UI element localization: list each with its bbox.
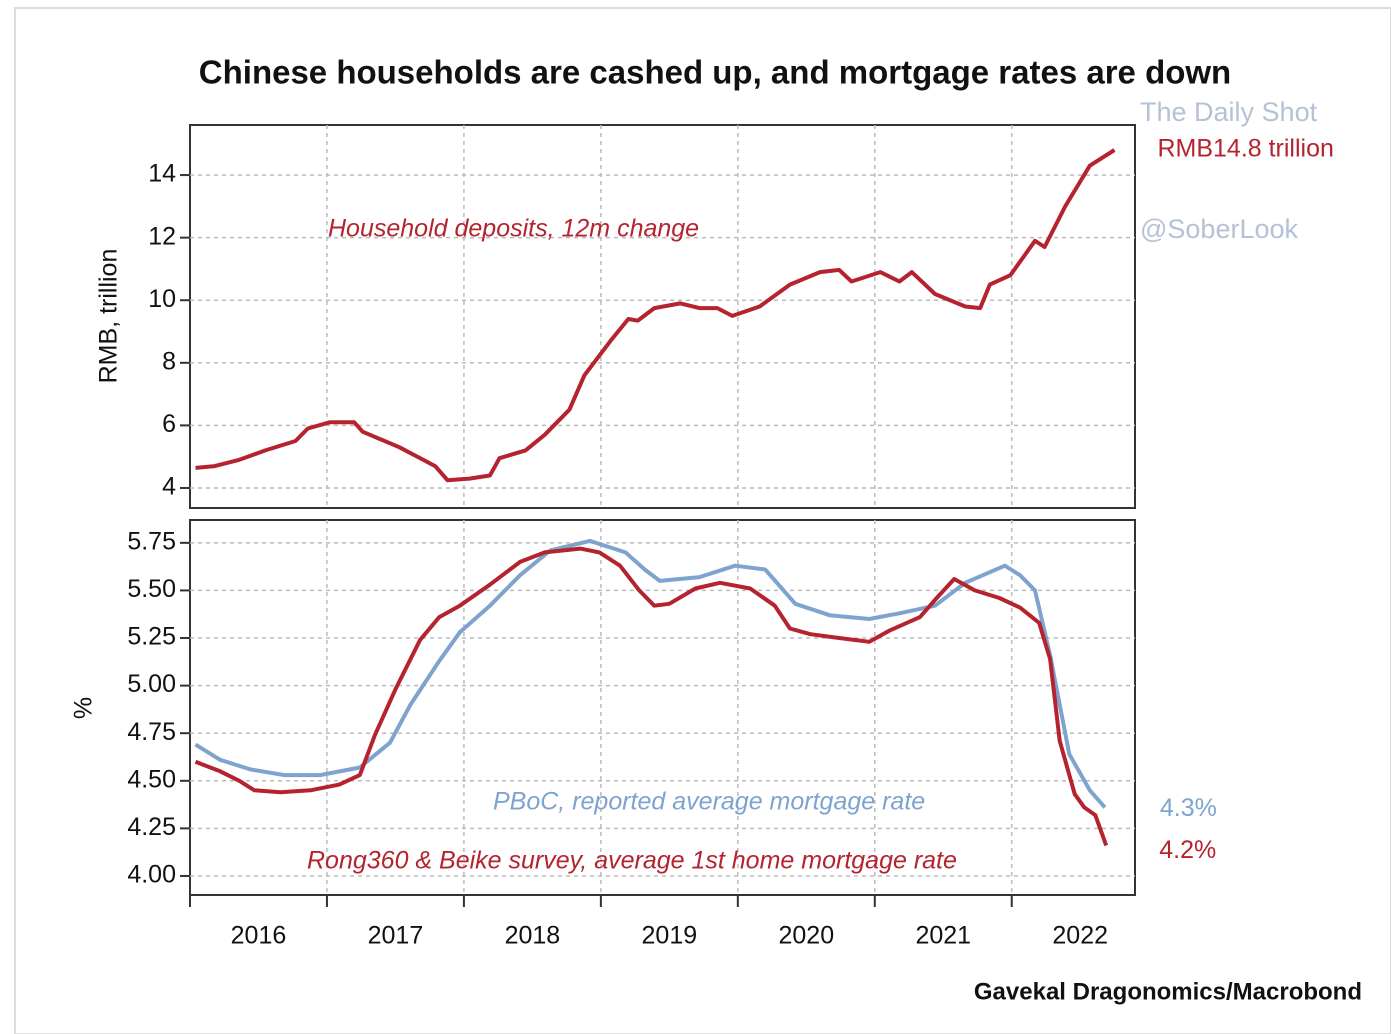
- y-tick-label: 4.25: [127, 813, 176, 841]
- y-axis-label: %: [70, 697, 98, 719]
- y-tick-label: 5.00: [127, 670, 176, 698]
- x-tick-label: 2022: [1052, 922, 1108, 950]
- end-label: 4.2%: [1159, 836, 1216, 864]
- series-line: [195, 148, 1116, 483]
- x-tick-label: 2017: [368, 922, 424, 950]
- end-label: RMB14.8 trillion: [1157, 135, 1333, 163]
- plot-area: [189, 124, 1136, 509]
- plot-area: [189, 519, 1136, 896]
- x-tick-label: 2019: [642, 922, 698, 950]
- series-label: PBoC, reported average mortgage rate: [493, 788, 925, 816]
- chart-title: Chinese households are cashed up, and mo…: [199, 54, 1231, 91]
- watermark: The Daily Shot: [1140, 97, 1318, 127]
- watermark: @SoberLook: [1140, 214, 1299, 244]
- y-tick-label: 14: [148, 160, 176, 188]
- x-tick-label: 2016: [231, 922, 287, 950]
- series-line: [194, 546, 1109, 847]
- y-tick-label: 12: [148, 222, 176, 250]
- y-tick-label: 4.50: [127, 765, 176, 793]
- x-tick-label: 2018: [505, 922, 561, 950]
- x-tick-label: 2020: [778, 922, 834, 950]
- y-tick-label: 6: [162, 410, 176, 438]
- x-tick-label: 2021: [915, 922, 971, 950]
- source: Gavekal Dragonomics/Macrobond: [974, 978, 1362, 1005]
- y-tick-label: 10: [148, 285, 176, 313]
- y-tick-label: 4.00: [127, 861, 176, 889]
- y-tick-label: 5.50: [127, 575, 176, 603]
- series-label: Household deposits, 12m change: [328, 215, 699, 243]
- frame: [14, 7, 1391, 1034]
- series-label: Rong360 & Beike survey, average 1st home…: [307, 847, 957, 875]
- y-tick-label: 5.25: [127, 623, 176, 651]
- y-tick-label: 4.75: [127, 718, 176, 746]
- series-line: [194, 538, 1107, 809]
- y-tick-label: 4: [162, 473, 176, 501]
- end-label: 4.3%: [1160, 794, 1217, 822]
- y-axis-label: RMB, trillion: [95, 249, 123, 384]
- y-tick-label: 5.75: [127, 527, 176, 555]
- y-tick-label: 8: [162, 347, 176, 375]
